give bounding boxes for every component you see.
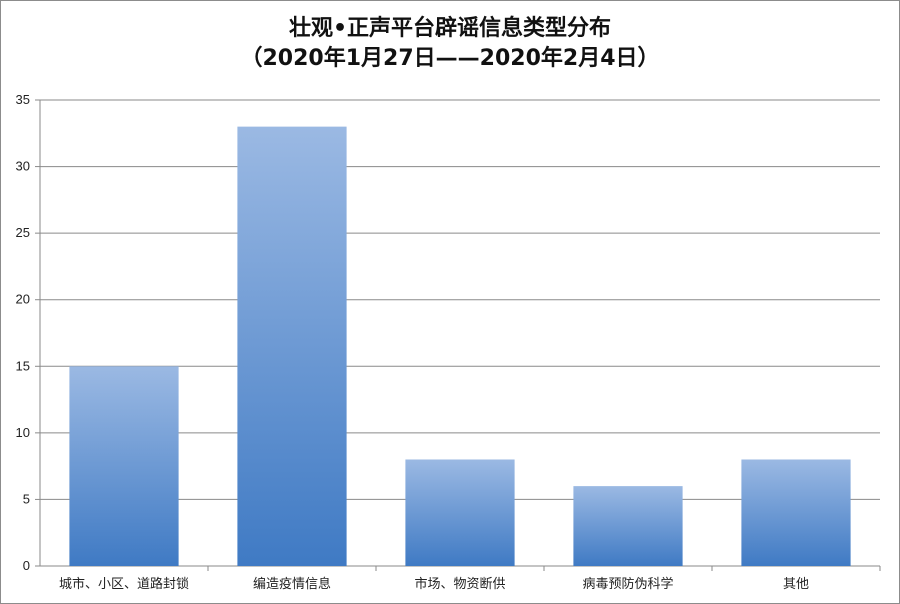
- x-category-label: 编造疫情信息: [253, 576, 331, 592]
- chart-title-block: 壮观•正声平台辟谣信息类型分布 （2020年1月27日——2020年2月4日）: [0, 14, 900, 74]
- bar: [741, 459, 851, 566]
- gridlines: [40, 99, 880, 500]
- chart-title: 壮观•正声平台辟谣信息类型分布: [288, 16, 612, 41]
- x-category-label: 病毒预防伪科学: [582, 576, 673, 592]
- bars: [69, 126, 851, 566]
- x-category-label: 其他: [783, 577, 809, 592]
- bar: [69, 366, 179, 566]
- bar: [573, 486, 683, 566]
- x-category-label: 城市、小区、道路封锁: [59, 576, 189, 592]
- x-category-label: 市场、物资断供: [414, 576, 505, 592]
- y-tick-label: 20: [16, 292, 30, 307]
- bar: [237, 126, 347, 566]
- y-tick-label: 5: [23, 491, 30, 506]
- y-tick-label: 10: [16, 425, 30, 440]
- bar: [405, 459, 515, 566]
- y-tick-label: 35: [16, 92, 30, 107]
- y-tick-label: 15: [16, 358, 30, 373]
- y-tick-label: 30: [16, 159, 30, 174]
- y-tick-label: 25: [16, 225, 30, 240]
- axis-labels: 0 5 10 15 20 25 30 35 城市、小区、道路封锁 编造疫情信息 市场、物资断供 病毒预…: [16, 92, 809, 592]
- chart-subtitle: （2020年1月27日——2020年2月4日）: [240, 46, 660, 71]
- y-tick-label: 0: [23, 558, 30, 573]
